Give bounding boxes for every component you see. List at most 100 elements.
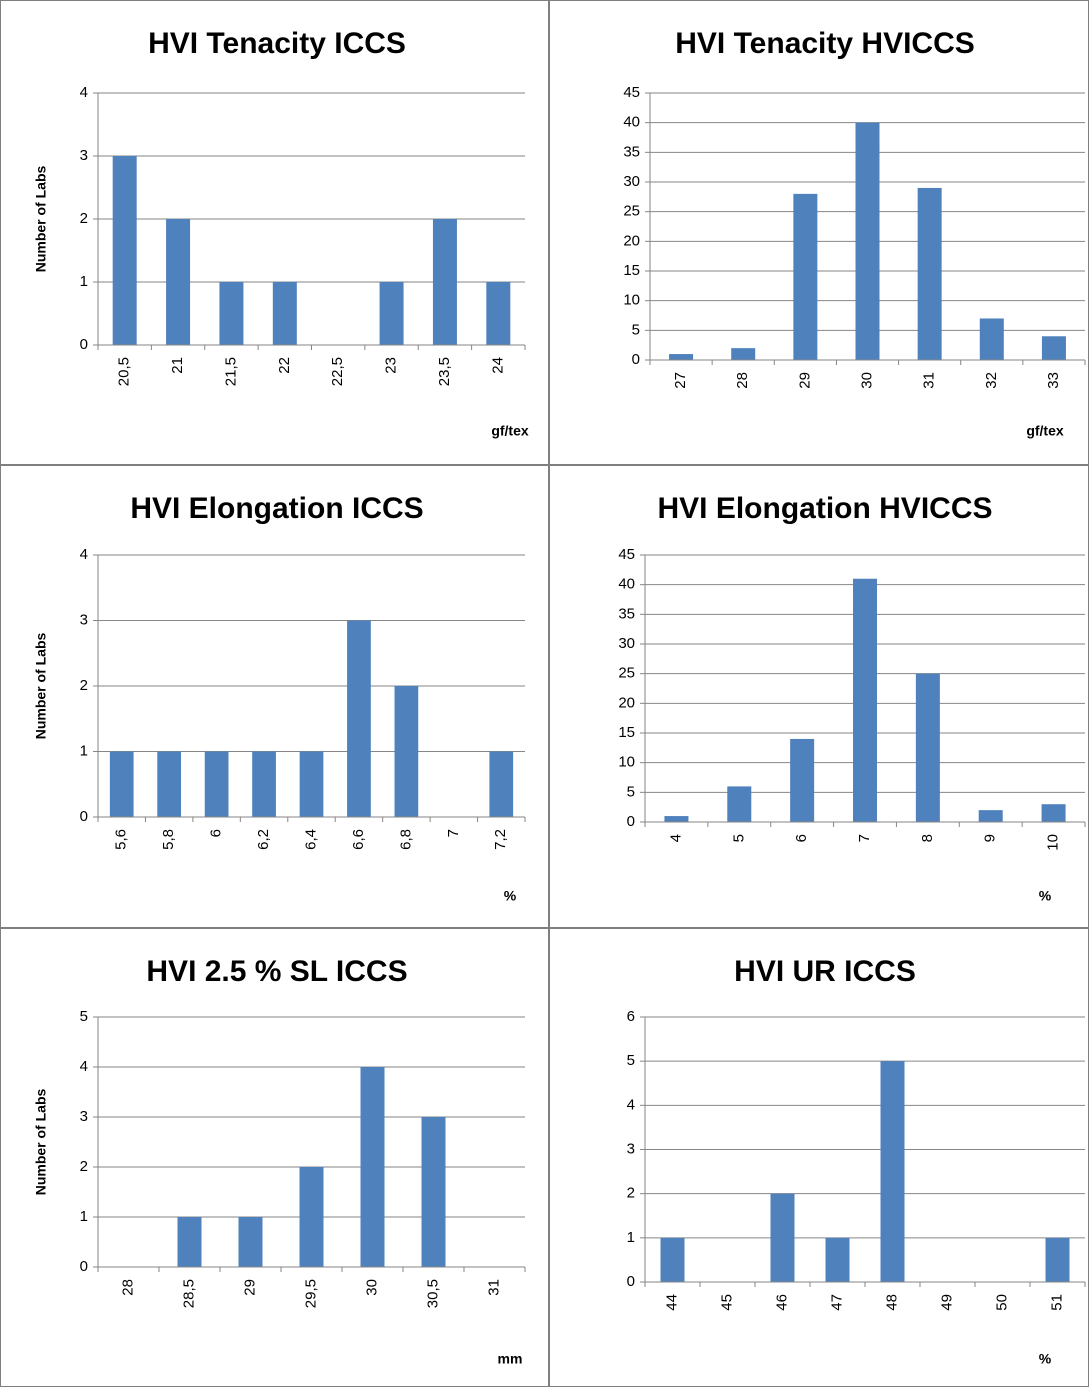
x-tick-label: 20,5 <box>116 357 133 386</box>
bar <box>432 219 457 345</box>
x-tick-label: 47 <box>828 1294 845 1311</box>
x-unit-label: gf/tex <box>1026 423 1064 439</box>
y-axis-label: Number of Labs <box>33 1089 49 1196</box>
bar <box>299 751 324 817</box>
x-tick-label: 28 <box>734 372 751 389</box>
bar <box>669 354 694 360</box>
y-tick-label: 10 <box>623 292 640 309</box>
x-tick-label: 49 <box>938 1294 955 1311</box>
x-tick-label: 21 <box>169 357 186 374</box>
y-tick-label: 3 <box>80 147 88 164</box>
x-tick-label: 22 <box>276 357 293 374</box>
y-tick-label: 4 <box>80 1058 88 1075</box>
x-tick-label: 5,8 <box>160 829 177 850</box>
bar <box>204 751 229 817</box>
x-tick-label: 45 <box>718 1294 735 1311</box>
bar <box>299 1167 324 1267</box>
y-tick-label: 45 <box>618 546 635 563</box>
y-tick-label: 3 <box>80 1108 88 1125</box>
x-tick-label: 8 <box>919 834 936 842</box>
bar <box>1041 804 1066 822</box>
bar <box>660 1237 685 1282</box>
y-tick-label: 15 <box>618 724 635 741</box>
bar <box>166 219 191 345</box>
chart-title: HVI Elongation ICCS <box>130 492 423 525</box>
y-tick-label: 0 <box>627 1273 635 1290</box>
x-tick-label: 33 <box>1045 372 1062 389</box>
x-tick-label: 7,2 <box>492 829 509 850</box>
bar <box>790 738 815 822</box>
y-tick-label: 2 <box>80 210 88 227</box>
y-tick-label: 45 <box>623 84 640 101</box>
bar <box>793 193 818 360</box>
bar <box>1045 1237 1070 1282</box>
y-tick-label: 2 <box>80 1158 88 1175</box>
y-tick-label: 6 <box>627 1008 635 1025</box>
x-tick-label: 50 <box>993 1294 1010 1311</box>
y-tick-label: 40 <box>618 576 635 593</box>
y-tick-label: 1 <box>627 1229 635 1246</box>
x-tick-label: 21,5 <box>222 357 239 386</box>
x-tick-label: 31 <box>921 372 938 389</box>
chart-title: HVI 2.5 % SL ICCS <box>146 955 407 988</box>
x-tick-label: 31 <box>485 1279 502 1296</box>
chart-title: HVI Tenacity ICCS <box>148 27 406 60</box>
x-tick-label: 6,6 <box>350 829 367 850</box>
y-tick-label: 5 <box>632 321 640 338</box>
x-tick-label: 28,5 <box>180 1279 197 1308</box>
bar <box>394 686 419 817</box>
x-tick-label: 48 <box>883 1294 900 1311</box>
bar <box>112 156 137 345</box>
bar <box>880 1061 905 1282</box>
bar <box>489 751 514 817</box>
x-tick-label: 29 <box>241 1279 258 1296</box>
x-tick-label: 7 <box>445 829 462 837</box>
y-tick-label: 35 <box>623 143 640 160</box>
bar <box>238 1217 263 1267</box>
y-tick-label: 0 <box>80 808 88 825</box>
x-tick-label: 4 <box>667 834 684 842</box>
y-axis-label: Number of Labs <box>33 633 49 740</box>
bar <box>109 751 134 817</box>
x-tick-label: 22,5 <box>329 357 346 386</box>
x-tick-label: 10 <box>1045 834 1062 851</box>
bar <box>360 1067 385 1267</box>
y-tick-label: 3 <box>80 611 88 628</box>
x-tick-label: 23,5 <box>436 357 453 386</box>
y-tick-label: 4 <box>80 84 88 101</box>
x-tick-label: 27 <box>672 372 689 389</box>
chart-title: HVI Tenacity HVICCS <box>675 27 975 60</box>
y-tick-label: 5 <box>80 1008 88 1025</box>
x-unit-label: mm <box>498 1351 523 1367</box>
y-tick-label: 2 <box>80 677 88 694</box>
bar <box>252 751 276 817</box>
x-tick-label: 6 <box>793 834 810 842</box>
y-tick-label: 2 <box>627 1185 635 1202</box>
bar <box>731 348 756 360</box>
x-tick-label: 46 <box>773 1294 790 1311</box>
x-tick-label: 9 <box>982 834 999 842</box>
y-tick-label: 0 <box>80 1258 88 1275</box>
bar <box>727 786 752 822</box>
x-tick-label: 51 <box>1048 1294 1065 1311</box>
y-axis-label: Number of Labs <box>33 166 49 273</box>
y-tick-label: 0 <box>627 813 635 830</box>
y-tick-label: 5 <box>627 1052 635 1069</box>
x-tick-label: 24 <box>489 357 506 374</box>
bar <box>853 578 877 822</box>
bar <box>177 1217 202 1267</box>
y-tick-label: 20 <box>618 694 635 711</box>
bar <box>379 282 404 345</box>
bar <box>770 1193 795 1282</box>
y-tick-label: 10 <box>618 754 635 771</box>
x-tick-label: 44 <box>663 1294 680 1311</box>
y-tick-label: 35 <box>618 605 635 622</box>
y-tick-label: 20 <box>623 232 640 249</box>
bar <box>825 1237 850 1282</box>
x-tick-label: 7 <box>856 834 873 842</box>
x-tick-label: 6,8 <box>397 829 414 850</box>
x-unit-label: % <box>504 888 517 904</box>
y-tick-label: 4 <box>627 1096 635 1113</box>
bar <box>978 810 1003 822</box>
